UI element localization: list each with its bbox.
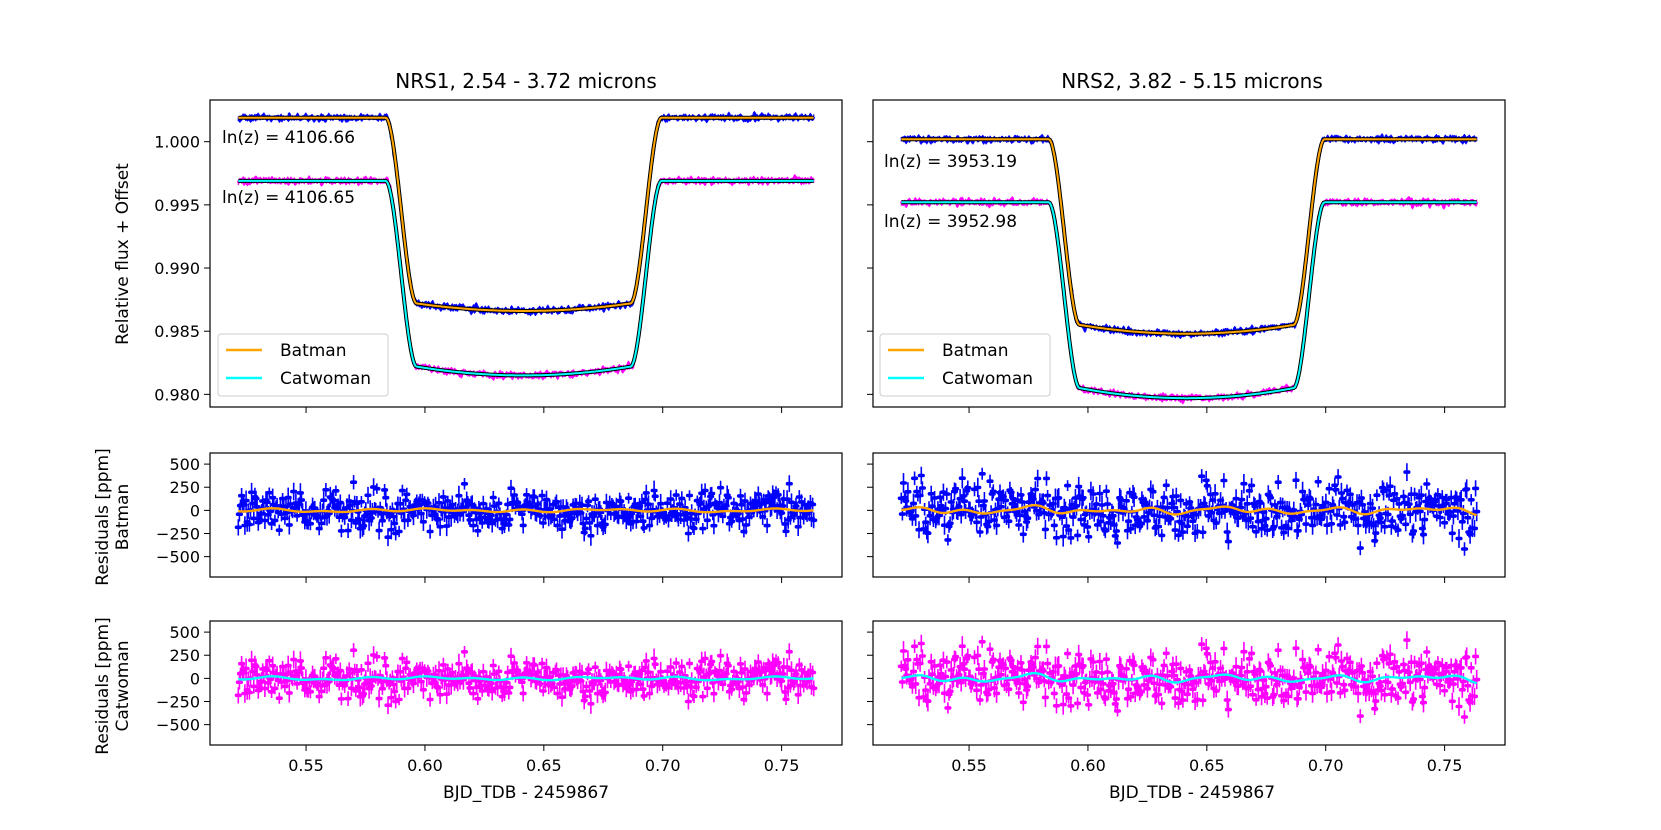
model-catwoman [901,201,1477,400]
x-tick-label: 0.55 [288,756,324,775]
x-tick-label: 0.70 [645,756,681,775]
plot-area [236,111,816,381]
residual-data [897,463,1481,556]
y-tick-label: −250 [156,525,200,544]
residual-points [897,638,1481,719]
nrs1-legend-catwoman: Catwoman [280,369,371,389]
axes-frame [209,452,843,578]
residual-model-line [238,675,814,682]
nrs2-legend-batman: Batman [942,341,1009,361]
nrs1-lightcurve-panel: 1.000 0.995 0.990 0.985 0.980 [154,99,843,413]
batman-residuals-ylabel-line2: Batman [113,484,133,551]
nrs1-batman-lnz: ln(z) = 4106.66 [222,128,355,148]
nrs2-xlabel: BJD_TDB - 2459867 [1109,783,1275,803]
axes-frame [209,99,843,408]
plot-area [899,133,1479,405]
x-tick-label: 0.70 [1308,756,1344,775]
plot-area [234,643,818,715]
axes-frame [872,620,1506,746]
y-tick-label: 0 [190,501,200,520]
y-tick-label: 0.980 [154,385,200,404]
model-catwoman [238,179,814,377]
y-tick-label: 0.990 [154,259,200,278]
catwoman-residuals-ylabel-line1: Residuals [ppm] [93,617,113,754]
residual-model-line [901,504,1478,517]
y-tick-label: 0.995 [154,196,200,215]
y-tick-label: −250 [156,693,200,712]
nrs1-legend: Batman Catwoman [217,333,389,397]
x-tick-label: 0.75 [1427,756,1463,775]
nrs2-lightcurve-panel [867,99,1506,413]
x-tick-label: 0.65 [1189,756,1225,775]
nrs2-catwoman-lnz: ln(z) = 3952.98 [884,212,1017,232]
plot-area [897,463,1481,556]
x-tick-label: 0.60 [407,756,443,775]
axes-frame [209,620,843,746]
nrs2-residuals-batman-panel [867,452,1506,583]
nrs2-legend-catwoman: Catwoman [942,369,1033,389]
x-tick-label: 0.75 [764,756,800,775]
residual-data [234,643,818,715]
model-batman [901,138,1477,335]
residual-model-line [238,507,814,514]
y-tick-label: 250 [169,646,200,665]
y-tick-label: 0.985 [154,322,200,341]
y-tick-label: 500 [169,623,200,642]
lightcurve-ylabel: Relative flux + Offset [113,163,133,345]
y-tick-label: −500 [156,716,200,735]
nrs1-catwoman-lnz: ln(z) = 4106.65 [222,188,355,208]
axes-frame [872,99,1506,408]
y-tick-label: 1.000 [154,133,200,152]
nrs1-xlabel: BJD_TDB - 2459867 [443,783,609,803]
nrs2-batman-lnz: ln(z) = 3953.19 [884,152,1017,172]
catwoman-residuals-ylabel-line2: Catwoman [113,640,133,731]
plot-area [897,631,1481,724]
y-tick-label: −500 [156,548,200,567]
residual-data [897,631,1481,724]
nrs1-residuals-catwoman-panel: 0.55 0.60 0.65 0.70 0.75 500 250 0 −250 −500 [156,620,843,775]
axes-frame [872,452,1506,578]
batman-residuals-ylabel-line1: Residuals [ppm] [93,448,113,585]
nrs1-residuals-batman-panel: 500 250 0 −250 −500 [156,452,843,583]
y-tick-label: 500 [169,455,200,474]
nrs2-title: NRS2, 3.82 - 5.15 microns [1061,69,1323,93]
model-batman [238,116,814,312]
nrs2-legend: Batman Catwoman [879,333,1051,397]
nrs1-legend-batman: Batman [280,341,347,361]
residual-model-line [901,672,1478,685]
x-tick-label: 0.55 [951,756,987,775]
y-tick-label: 250 [169,478,200,497]
x-tick-label: 0.60 [1070,756,1106,775]
x-tick-label: 0.65 [526,756,562,775]
residual-points [897,470,1481,551]
plot-area [234,475,818,547]
y-tick-label: 0 [190,669,200,688]
nrs1-title: NRS1, 2.54 - 3.72 microns [395,69,657,93]
nrs2-residuals-catwoman-panel: 0.55 0.60 0.65 0.70 0.75 [867,620,1506,775]
